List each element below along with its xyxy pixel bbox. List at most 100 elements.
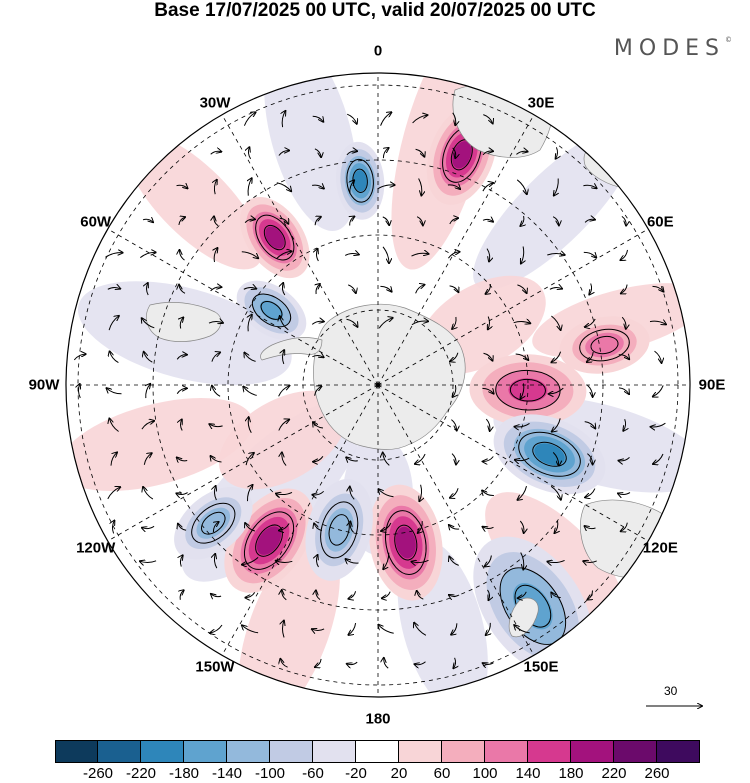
wind-vector [381,522,392,531]
wind-vector [110,351,119,364]
wind-vector [482,388,493,393]
wind-vector [214,554,218,569]
wind-vector [180,590,184,600]
wind-vector [350,522,354,533]
circulation-streamline [191,502,236,544]
wind-vector [243,287,256,289]
wind-vector [382,591,391,599]
wind-vector [519,520,524,533]
wind-vector [107,388,122,395]
meridian-line [377,228,649,386]
circulation-streamline [495,369,561,411]
wind-vector [585,318,596,327]
wind-vector [282,452,287,466]
positive-anomaly-contour [395,526,416,559]
wind-vector [211,352,220,362]
circulation-streamline [394,524,418,561]
negative-anomaly-contour [534,443,565,466]
wind-vector [143,487,154,500]
colorbar-tick-label: -20 [345,765,367,782]
wind-vector [485,418,490,431]
wind-vector [180,318,183,329]
wind-vector [144,352,153,363]
wind-vector [383,148,388,159]
wind-vector [347,113,357,124]
wind-vector [312,185,324,188]
wind-vector [146,384,150,399]
wind-vector [380,112,392,126]
wind-vector [514,625,530,634]
wind-vector [587,384,592,397]
colorbar-tick-label: 140 [515,765,541,782]
wind-vector [415,285,425,294]
wind-vector [383,552,390,569]
wind-vector [585,488,596,498]
wind-vector [515,457,530,460]
wind-vector [552,216,559,226]
wind-vector [245,523,256,532]
meridian-line [221,384,379,656]
wind-vector [411,253,429,257]
wind-vector [176,355,187,360]
wind-vector [518,591,527,598]
wind-vector [178,217,185,225]
wind-vector [449,285,459,292]
colorbar-segment [270,740,313,763]
latitude-circle [227,234,529,536]
wind-vector [585,526,596,529]
circulation-streamline [518,431,581,477]
wind-vector [344,253,359,255]
wind-vector [382,216,389,225]
circulation-streamline [255,214,295,261]
wind-vector [346,457,358,461]
wind-vector [619,457,630,460]
wind-vector [378,318,392,329]
wind-vector [280,659,288,668]
longitude-label-120e: 120E [642,539,678,557]
longitude-label-0: 0 [373,42,383,60]
wind-vector [140,561,157,563]
wind-vector [382,246,389,263]
wind-vector [178,524,187,531]
wind-vector [347,661,358,664]
wind-vector [245,453,254,466]
wind-vector [652,286,664,291]
wind-vector [414,623,427,636]
positive-anomaly-contour [585,332,624,358]
wind-vector [412,115,428,124]
wind-vector [487,589,490,600]
modes-logo: MODES© [614,36,732,61]
circulation-streamline [590,335,619,355]
colorbar-segment [141,740,184,763]
copyright-mark: © [725,36,732,44]
colorbar-segment [313,740,356,763]
wind-vector [483,114,492,124]
colorbar-tick-label: -180 [168,765,200,782]
wind-vector [621,284,628,294]
wind-vector [279,217,289,224]
positive-anomaly-contour [508,378,548,403]
wind-vector [314,386,322,396]
meridian-line [221,114,379,386]
wind-vector [378,625,394,634]
wind-vector [242,625,259,634]
wind-vector [549,287,562,289]
colorbar-tick-label: -140 [211,765,243,782]
wind-vector [348,284,356,293]
wind-vector [276,251,292,260]
wind-vector [210,287,222,292]
colorbar-tick-label: -60 [302,765,324,782]
colorbar-tick-label: -220 [125,765,157,782]
wind-vector [587,453,592,465]
colorbar-tick-label: -100 [254,765,286,782]
wind-vector [482,491,494,496]
circulation-streamline [320,501,359,559]
wind-vector [176,492,188,495]
wind-vector [447,252,459,259]
wind-vector [520,215,523,226]
wind-vector [651,422,666,427]
colorbar [55,740,700,763]
wind-vector [380,286,391,291]
colorbar-tick-label: 20 [390,765,408,782]
